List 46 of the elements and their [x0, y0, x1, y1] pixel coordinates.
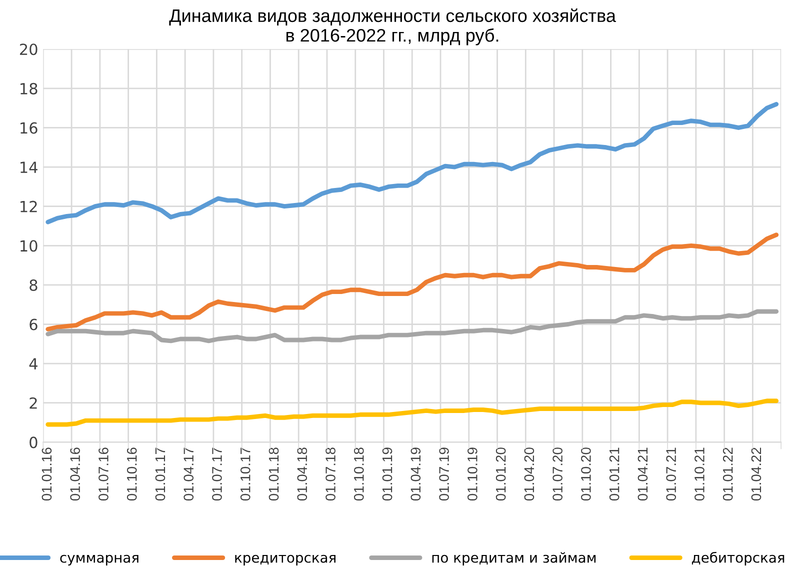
line-series	[46, 398, 779, 427]
x-tick-label: 01.10.19	[468, 448, 478, 501]
legend-label: кредиторская	[235, 554, 336, 566]
y-tick-label: 20	[20, 44, 38, 56]
y-tick-label: 4	[29, 358, 38, 370]
y-tick-label: 12	[20, 200, 37, 212]
x-tick-label: 01.10.20	[581, 448, 591, 501]
line-series	[46, 102, 779, 224]
x-tick-label: 01.10.18	[354, 448, 364, 501]
y-tick-label: 8	[30, 279, 38, 291]
x-tick-label: 01.01.20	[496, 448, 506, 501]
x-tick-label: 01.10.17	[240, 448, 250, 501]
x-tick-label: 01.01.18	[268, 448, 279, 501]
x-tick-label: 01.04.19	[410, 448, 421, 501]
x-tick-label: 01.04.16	[70, 448, 80, 501]
chart-title: Динамика видов задолженности сельского хозяйства в 2016-2022 гг., млрд руб.	[169, 8, 616, 46]
x-tick-label: 01.04.22	[751, 448, 762, 501]
x-tick-label: 01.01.22	[722, 448, 733, 501]
line-series	[46, 309, 779, 344]
x-tick-label: 01.07.19	[439, 448, 449, 501]
x-tick-label: 01.04.21	[638, 448, 648, 501]
y-tick-label: 10	[20, 240, 38, 252]
x-tick-label: 01.01.19	[382, 448, 392, 501]
x-tick-label: 01.04.20	[524, 448, 534, 501]
line-series	[46, 232, 779, 332]
x-tick-label: 01.07.17	[212, 448, 222, 501]
x-tick-label: 01.04.18	[297, 448, 308, 501]
x-tick-label: 01.10.16	[126, 448, 137, 501]
y-tick-label: 14	[20, 162, 38, 173]
x-tick-label: 01.01.16	[42, 448, 52, 501]
y-tick-label: 0	[30, 436, 38, 448]
legend-label: суммарная	[60, 554, 138, 566]
x-tick-label: 01.04.17	[184, 448, 194, 501]
x-tick-label: 01.01.21	[609, 448, 620, 501]
x-tick-label: 01.07.18	[326, 448, 336, 501]
y-tick-label: 18	[20, 82, 38, 94]
y-tick-label: 6	[30, 318, 38, 330]
legend-label: дебиторская	[692, 552, 784, 566]
legend-label: по кредитам и займам	[432, 552, 596, 566]
x-tick-label: 01.01.17	[155, 448, 166, 501]
y-tick-label: 16	[20, 122, 38, 134]
x-tick-label: 01.10.21	[694, 448, 704, 501]
x-tick-label: 01.07.16	[98, 448, 108, 501]
x-tick-label: 01.07.20	[552, 448, 562, 501]
y-tick-label: 2	[30, 397, 37, 409]
x-tick-label: 01.07.21	[666, 448, 676, 501]
